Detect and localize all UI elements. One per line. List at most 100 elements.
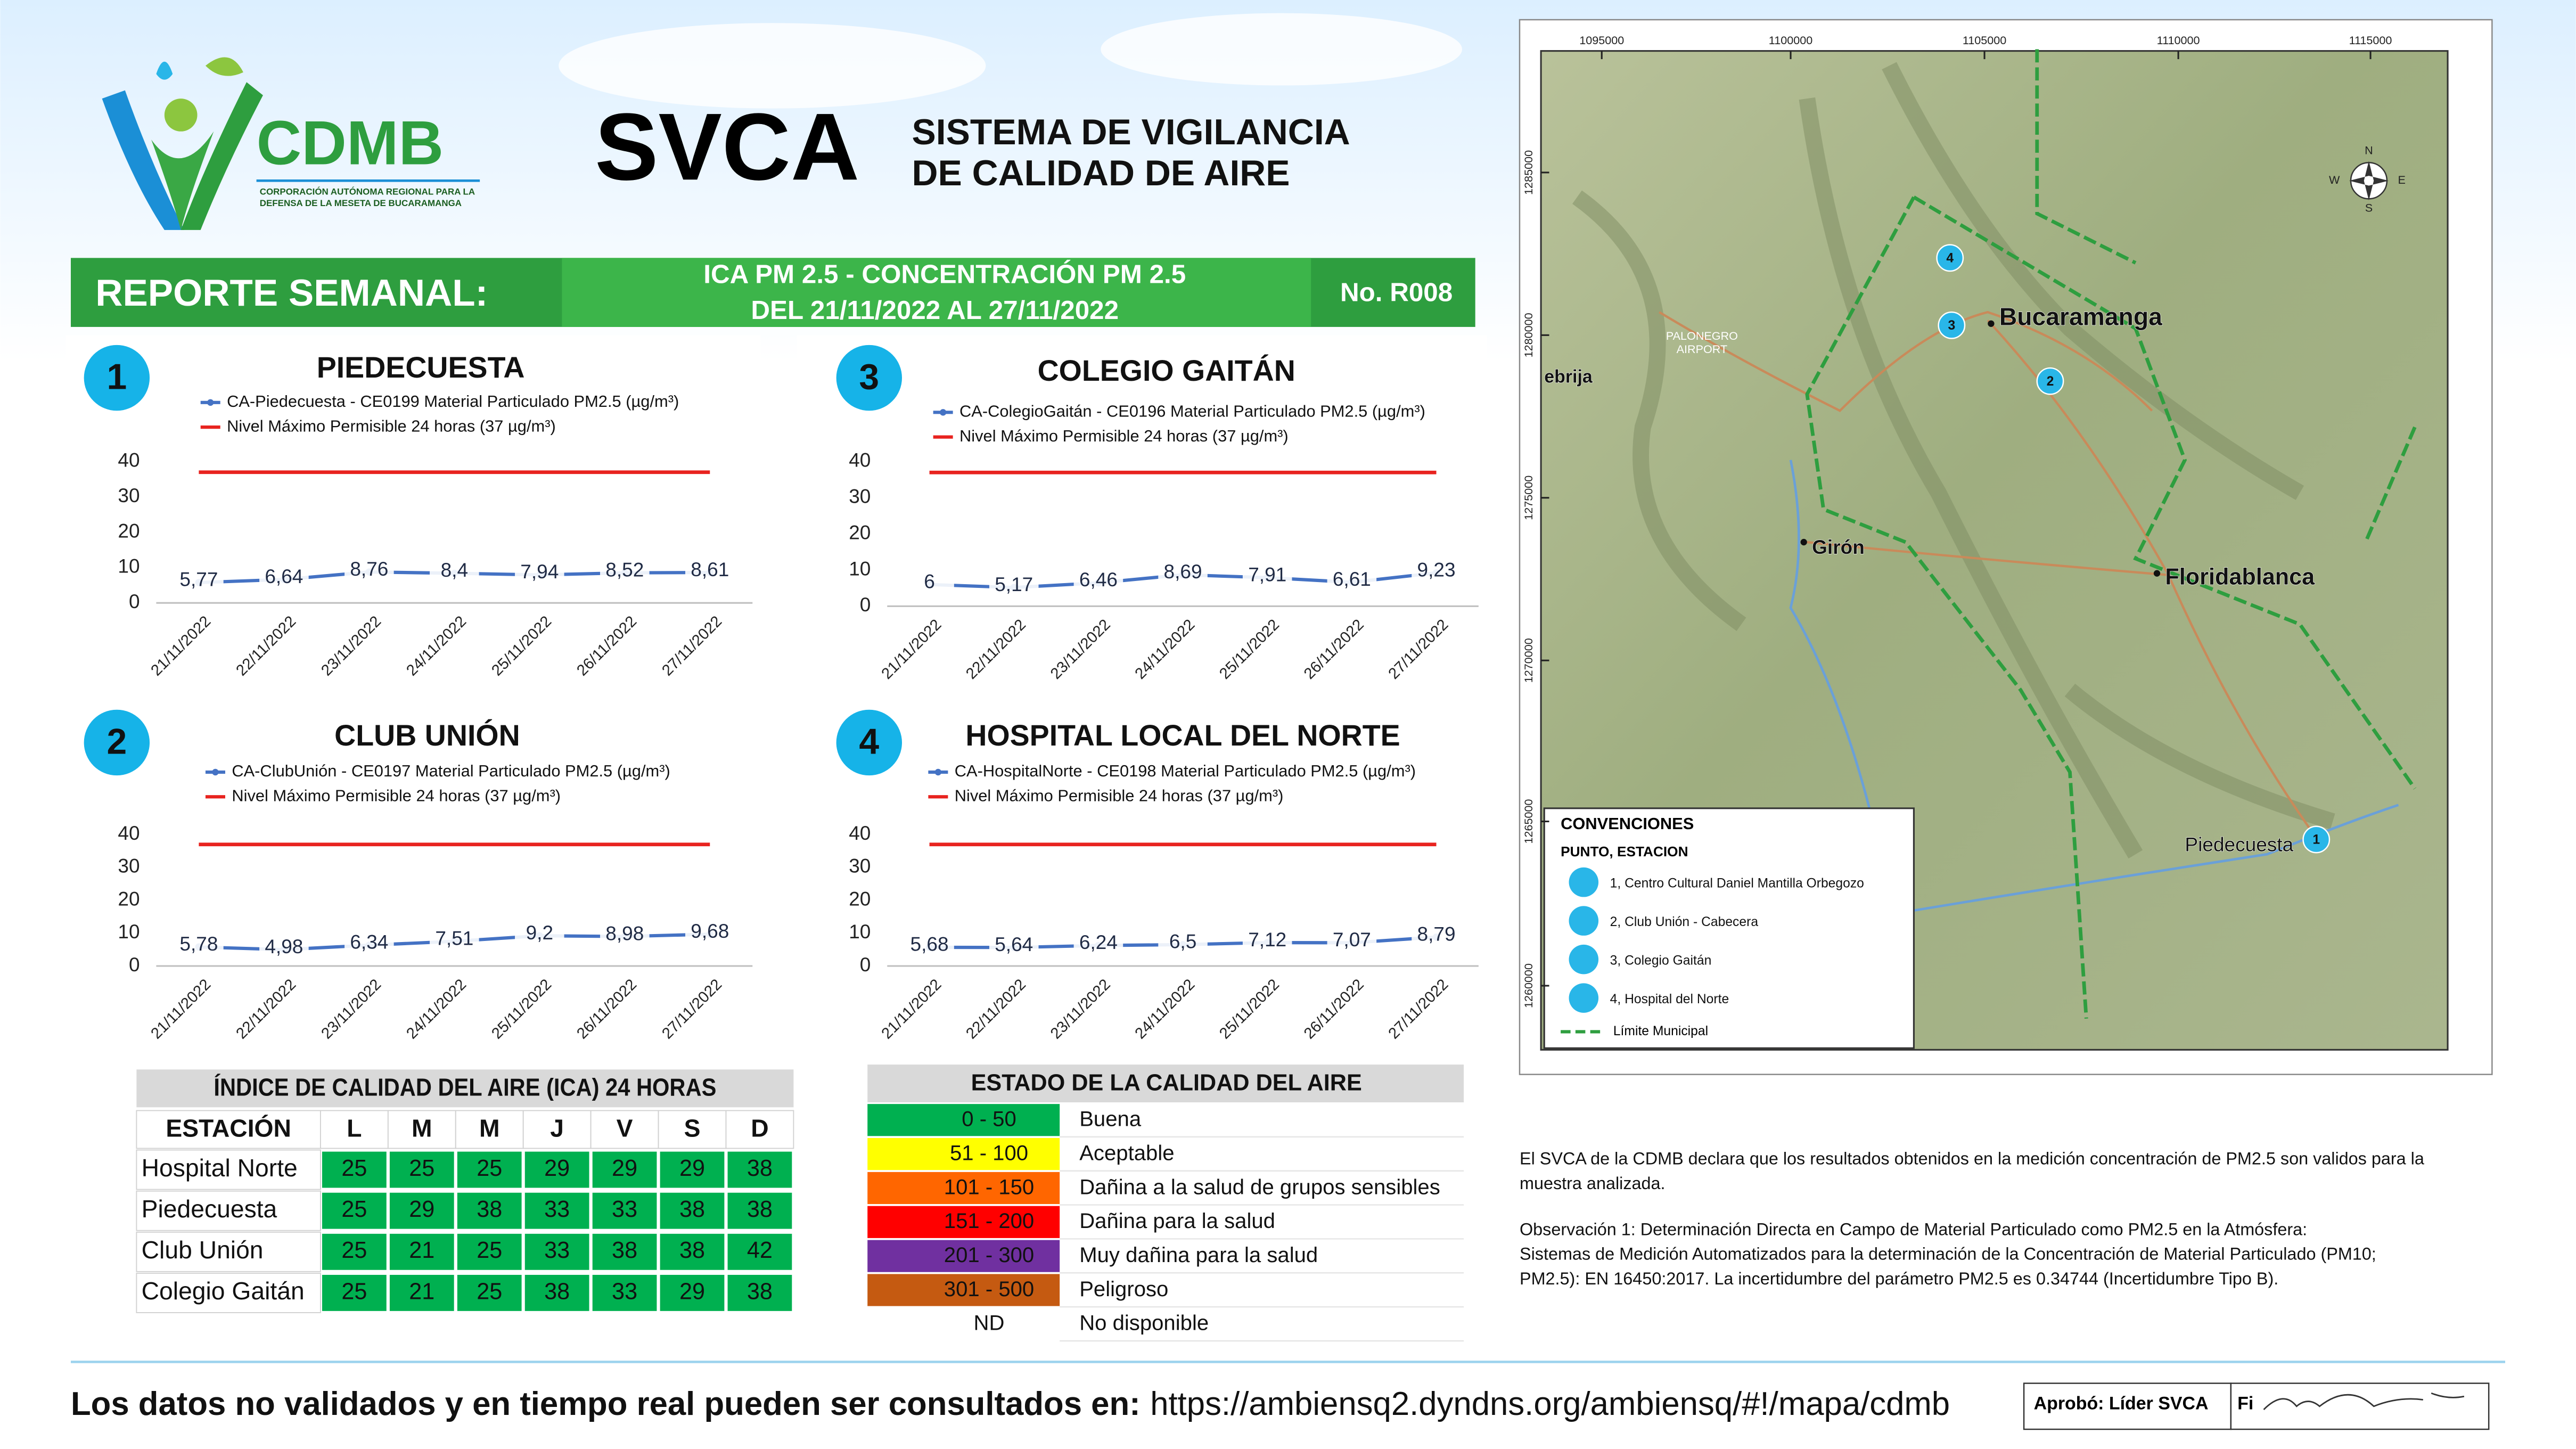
data-label: 5,64 (995, 933, 1033, 955)
data-label: 7,12 (1248, 928, 1286, 951)
data-label-bg (430, 558, 479, 584)
aq-color (867, 1240, 1060, 1272)
station-number: 3 (1948, 318, 1955, 333)
chart-panel (65, 335, 761, 711)
footer-url: https://ambiensq2.dyndns.org/ambiensq/#!… (1150, 1386, 1950, 1422)
data-label-bg (515, 921, 564, 946)
map-ridge (1572, 62, 2335, 928)
data-label-bg (259, 564, 309, 590)
y-tick-label: 10 (118, 555, 140, 577)
data-label: 8,76 (350, 558, 388, 580)
footer-prefix: Los datos no validados y en tiempo real … (71, 1386, 1141, 1422)
y-tick-label: 30 (849, 855, 871, 877)
data-label-bg (685, 558, 735, 583)
ica-station-cell (136, 1190, 321, 1231)
data-label: 7,91 (1248, 563, 1286, 585)
compass-letter: S (2365, 201, 2373, 215)
data-label: 9,68 (691, 920, 729, 942)
map-legend-item: 1, Centro Cultural Daniel Mantilla Orbeg… (1610, 876, 1864, 890)
ica-value: 25 (341, 1197, 367, 1222)
signature (2263, 1392, 2465, 1410)
ica-cell (322, 1192, 387, 1229)
y-tick-label: 10 (118, 920, 140, 943)
ica-value: 25 (477, 1156, 502, 1181)
ica-cell (322, 1274, 387, 1311)
ica-header: M (412, 1115, 432, 1142)
data-label-bg (174, 932, 224, 957)
y-tick-label: 10 (849, 920, 871, 943)
place-dot (2153, 570, 2161, 577)
ica-value: 25 (477, 1238, 502, 1263)
ica-header: L (347, 1115, 362, 1142)
legend-label: Nivel Máximo Permisible 24 horas (37 µg/… (227, 416, 556, 435)
data-label-bg (1327, 928, 1377, 953)
aq-label: Buena (1079, 1108, 1142, 1131)
ica-cell (592, 1151, 657, 1188)
aq-color (867, 1104, 1060, 1136)
ica-value: 29 (679, 1156, 705, 1181)
ica-cell (322, 1151, 387, 1188)
aq-label: No disponible (1079, 1312, 1209, 1335)
map-legend-marker (1569, 906, 1599, 936)
ica-cell (660, 1233, 725, 1270)
data-label: 8,4 (441, 559, 468, 581)
aq-title-bg (867, 1065, 1464, 1103)
legend-label: CA-ColegioGaitán - CE0196 Material Parti… (959, 402, 1425, 420)
map-y-label: 1275000 (1522, 476, 1535, 520)
chart-panel (65, 700, 761, 1075)
ica-header: ESTACIÓN (166, 1115, 291, 1142)
ica-value: 38 (747, 1156, 773, 1181)
y-tick-label: 30 (849, 485, 871, 507)
y-tick-label: 0 (129, 953, 140, 976)
aq-label: Peligroso (1079, 1278, 1168, 1301)
y-tick-label: 30 (118, 855, 140, 877)
ica-value: 38 (747, 1279, 773, 1304)
data-label: 7,51 (435, 927, 473, 949)
y-tick-label: 20 (849, 521, 871, 543)
approval-box (2023, 1382, 2232, 1430)
station-marker (1938, 311, 1966, 339)
ica-cell (457, 1192, 522, 1229)
note-line: Sistemas de Medición Automatizados para … (1520, 1245, 2376, 1264)
place-label: Floridablanca (2165, 564, 2315, 590)
logo-text: CDMB (257, 108, 444, 178)
ica-value: 38 (477, 1197, 502, 1222)
chart-badge (84, 345, 150, 411)
map-x-label: 1105000 (1963, 34, 2006, 47)
y-tick-label: 0 (129, 590, 140, 612)
y-tick-label: 20 (118, 887, 140, 910)
map-y-label: 1285000 (1522, 150, 1535, 195)
ica-value: 33 (544, 1238, 570, 1263)
data-label-bg (600, 558, 650, 583)
data-label: 6,61 (1333, 568, 1371, 590)
data-label-bg (1242, 562, 1292, 588)
map-legend-marker (1569, 944, 1599, 975)
data-label-bg (905, 932, 954, 957)
map-x-label: 1115000 (2349, 34, 2392, 47)
note-line: PM2.5): EN 16450:2017. La incertidumbre … (1520, 1269, 2278, 1288)
chart-badge-number: 1 (106, 357, 127, 397)
cloud (1101, 13, 1463, 86)
data-label-bg (1073, 568, 1123, 593)
ica-cell (727, 1233, 792, 1270)
data-label-bg (259, 935, 309, 960)
y-tick-label: 30 (118, 484, 140, 506)
ica-cell (524, 1192, 589, 1229)
ica-value: 33 (612, 1279, 637, 1304)
ica-cell (457, 1151, 522, 1188)
station-marker (2302, 825, 2331, 854)
place-dot (1800, 538, 1807, 546)
ica-header-cell (387, 1110, 456, 1149)
ica-header-cell (455, 1110, 524, 1149)
data-label-bg (344, 557, 394, 582)
map-y-label: 1270000 (1522, 638, 1535, 683)
y-tick-label: 40 (849, 449, 871, 471)
approval-label: Aprobó: Líder SVCA (2034, 1394, 2209, 1414)
ica-value: 25 (341, 1279, 367, 1304)
legend-marker (939, 409, 947, 416)
ica-header-cell (590, 1110, 659, 1149)
signature-label: Fi (2237, 1394, 2253, 1414)
